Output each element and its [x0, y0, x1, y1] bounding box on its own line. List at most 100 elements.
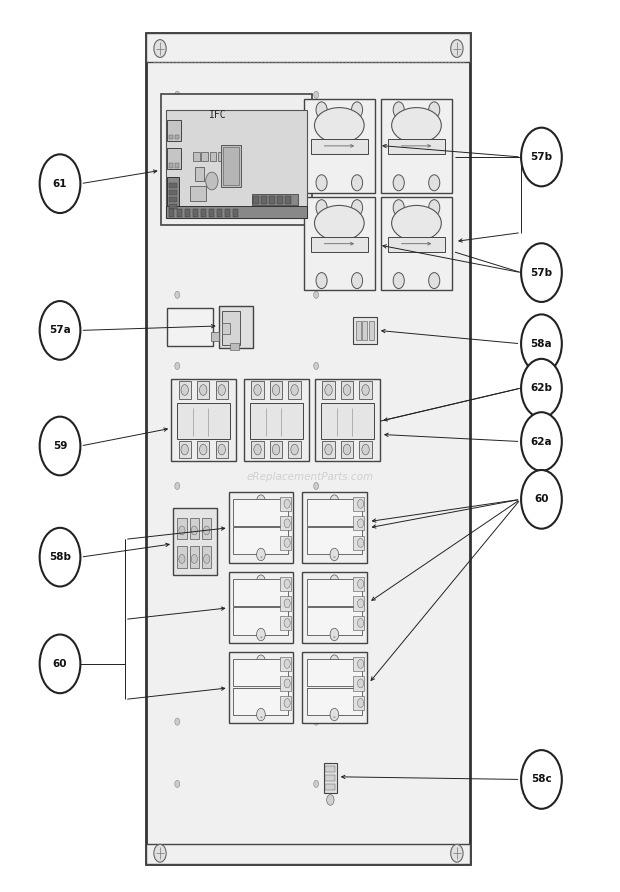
Bar: [302, 652, 367, 723]
Circle shape: [314, 780, 319, 788]
Circle shape: [200, 444, 207, 455]
Circle shape: [175, 362, 180, 369]
Circle shape: [284, 580, 290, 589]
Circle shape: [175, 780, 180, 788]
Circle shape: [175, 483, 180, 490]
Bar: [307, 607, 362, 634]
Bar: [251, 381, 264, 399]
Bar: [234, 659, 288, 687]
Circle shape: [284, 679, 290, 688]
Text: 58a: 58a: [531, 339, 552, 349]
Bar: [307, 527, 362, 555]
Bar: [244, 379, 309, 461]
Bar: [173, 508, 218, 575]
Bar: [169, 163, 173, 168]
Bar: [146, 845, 471, 864]
Bar: [353, 536, 365, 550]
Bar: [388, 237, 445, 252]
Circle shape: [521, 244, 562, 302]
Bar: [280, 497, 291, 511]
Bar: [360, 441, 372, 458]
Bar: [221, 145, 241, 187]
Bar: [190, 547, 199, 568]
Bar: [302, 492, 367, 564]
Circle shape: [40, 417, 81, 475]
Text: 62a: 62a: [531, 436, 552, 447]
Circle shape: [272, 444, 280, 455]
Text: *: *: [333, 636, 336, 640]
Circle shape: [314, 718, 319, 725]
Bar: [166, 206, 307, 219]
Circle shape: [451, 845, 463, 863]
Bar: [202, 152, 208, 161]
Bar: [280, 615, 291, 630]
Bar: [169, 204, 177, 210]
Bar: [280, 696, 291, 710]
Bar: [211, 332, 219, 341]
Bar: [234, 688, 288, 714]
Bar: [169, 190, 177, 195]
Circle shape: [521, 750, 562, 809]
Text: 59: 59: [53, 441, 67, 451]
Circle shape: [325, 444, 332, 455]
Bar: [175, 135, 179, 139]
Circle shape: [40, 154, 81, 213]
Text: 58b: 58b: [49, 552, 71, 562]
Circle shape: [284, 659, 290, 668]
Bar: [307, 528, 362, 532]
Bar: [321, 403, 374, 439]
Circle shape: [330, 549, 339, 561]
Bar: [356, 320, 361, 340]
Circle shape: [175, 292, 180, 299]
Circle shape: [521, 359, 562, 417]
Bar: [353, 516, 365, 531]
Bar: [146, 32, 471, 864]
Bar: [353, 577, 365, 591]
Text: 57b: 57b: [530, 268, 552, 277]
Circle shape: [352, 102, 363, 118]
Circle shape: [284, 599, 290, 607]
Bar: [234, 527, 288, 555]
Bar: [202, 518, 211, 540]
Bar: [307, 500, 362, 526]
Bar: [261, 196, 267, 204]
Bar: [326, 775, 335, 781]
Bar: [341, 381, 353, 399]
Bar: [307, 580, 362, 607]
Circle shape: [181, 384, 188, 395]
Circle shape: [343, 444, 351, 455]
Bar: [167, 308, 213, 345]
Circle shape: [358, 580, 364, 589]
Bar: [360, 381, 372, 399]
Bar: [161, 94, 312, 226]
Bar: [280, 577, 291, 591]
Bar: [234, 500, 288, 526]
Circle shape: [316, 102, 327, 118]
Bar: [251, 441, 264, 458]
Bar: [229, 573, 293, 643]
Bar: [179, 441, 191, 458]
Circle shape: [175, 718, 180, 725]
Text: 60: 60: [534, 494, 549, 504]
Bar: [324, 764, 337, 793]
Bar: [223, 147, 239, 185]
Circle shape: [521, 314, 562, 373]
Circle shape: [206, 172, 218, 190]
Circle shape: [362, 384, 370, 395]
Bar: [190, 186, 206, 201]
Circle shape: [314, 362, 319, 369]
Bar: [177, 403, 230, 439]
Text: 58c: 58c: [531, 774, 552, 784]
Bar: [171, 379, 236, 461]
Circle shape: [200, 384, 207, 395]
Circle shape: [358, 618, 364, 627]
Circle shape: [272, 384, 280, 395]
Ellipse shape: [392, 108, 441, 143]
Bar: [197, 381, 210, 399]
Circle shape: [291, 444, 298, 455]
Circle shape: [181, 444, 188, 455]
Circle shape: [316, 175, 327, 191]
Bar: [169, 209, 174, 218]
Circle shape: [254, 444, 261, 455]
Circle shape: [284, 618, 290, 627]
